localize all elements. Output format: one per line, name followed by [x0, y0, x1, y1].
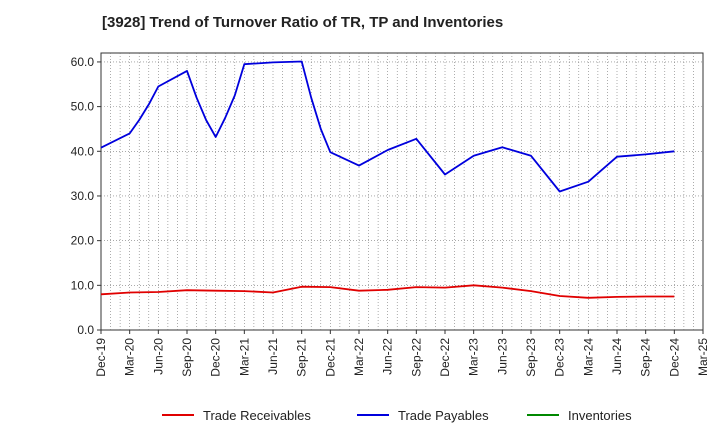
x-tick-label: Jun-21: [266, 338, 280, 375]
x-tick-label: Jun-22: [381, 338, 395, 375]
series-line-trade-receivables: [100, 284, 675, 299]
x-tick-label: Dec-20: [209, 338, 223, 377]
x-tick-label: Dec-21: [323, 338, 337, 377]
x-tick-label: Mar-23: [467, 338, 481, 376]
x-tick-label: Mar-21: [237, 338, 251, 376]
y-tick-label: 40.0: [71, 144, 95, 158]
legend-label-inventories: Inventories: [568, 408, 632, 423]
x-tick-label: Sep-23: [524, 338, 538, 377]
x-tick-label: Sep-24: [639, 338, 653, 377]
x-tick-label: Jun-24: [610, 338, 624, 375]
x-tick-label: Sep-22: [409, 338, 423, 377]
x-tick-label: Mar-25: [696, 338, 710, 376]
x-tick-label: Dec-23: [553, 338, 567, 377]
y-tick-label: 30.0: [71, 189, 95, 203]
chart-title: [3928] Trend of Turnover Ratio of TR, TP…: [102, 14, 504, 31]
x-tick-label: Dec-19: [94, 338, 108, 377]
x-tick-label: Jun-23: [495, 338, 509, 375]
legend-label-trade-payables: Trade Payables: [398, 408, 489, 423]
y-tick-label: 50.0: [71, 100, 95, 114]
x-tick-label: Mar-24: [581, 338, 595, 376]
x-tick-label: Sep-20: [180, 338, 194, 377]
x-tick-label: Sep-21: [295, 338, 309, 377]
y-tick-label: 10.0: [71, 278, 95, 292]
x-tick-label: Mar-22: [352, 338, 366, 376]
x-tick-label: Jun-20: [151, 338, 165, 375]
x-tick-label: Mar-20: [123, 338, 137, 376]
x-tick-label: Dec-22: [438, 338, 452, 377]
series-line-trade-payables: [100, 60, 675, 193]
y-tick-label: 0.0: [77, 323, 94, 337]
y-tick-label: 20.0: [71, 234, 95, 248]
legend-label-trade-receivables: Trade Receivables: [203, 408, 311, 423]
x-tick-label: Dec-24: [667, 338, 681, 377]
plot-area: [100, 52, 704, 331]
y-tick-label: 60.0: [71, 55, 95, 69]
